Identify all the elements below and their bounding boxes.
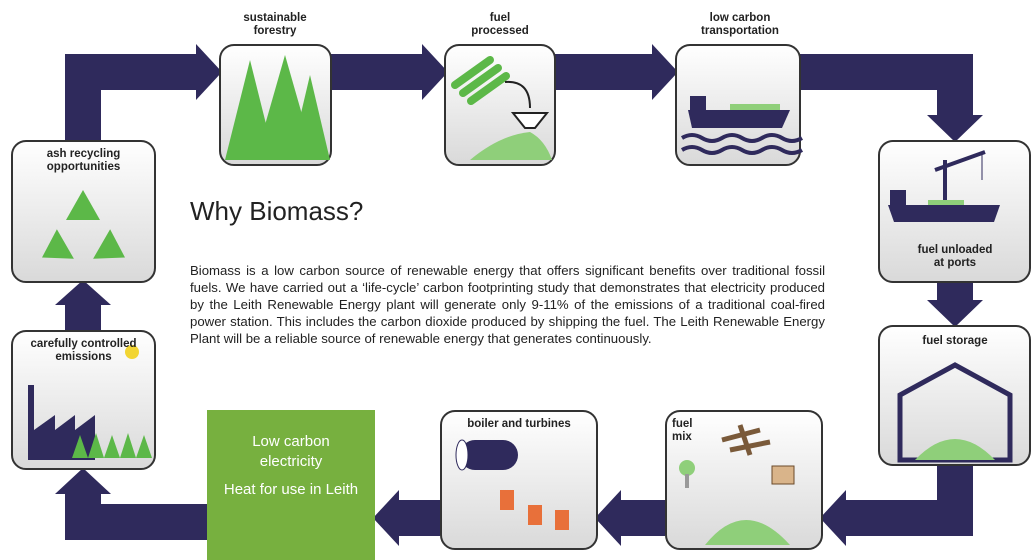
output-line: Low carbon electricity (221, 432, 361, 472)
label-line: transportation (680, 25, 800, 38)
diagram: sustainableforestry fuelprocessed low ca… (0, 0, 1034, 560)
label-line: ash recycling (12, 148, 155, 161)
label-line: fuel unloaded (880, 244, 1030, 257)
label-line: fuel (450, 12, 550, 25)
node-label: fuel storage (880, 335, 1030, 348)
label-line: mix (672, 431, 712, 444)
label-line: processed (450, 25, 550, 38)
label-line: forestry (225, 25, 325, 38)
label-line: fuel (672, 418, 712, 431)
title: Why Biomass? (190, 196, 363, 227)
output-line: Heat for use in Leith (221, 480, 361, 500)
label-line: sustainable (225, 12, 325, 25)
label-line: low carbon (680, 12, 800, 25)
node-label: boiler and turbines (441, 418, 597, 431)
label-line: at ports (880, 257, 1030, 270)
body-text: Biomass is a low carbon source of renewa… (190, 262, 825, 347)
output-box: Low carbon electricity Heat for use in Le… (207, 410, 375, 560)
label-line: boiler and turbines (441, 418, 597, 431)
label-line: emissions (12, 351, 155, 364)
label-line: opportunities (12, 161, 155, 174)
label-line: carefully controlled (12, 338, 155, 351)
label-line: fuel storage (880, 335, 1030, 348)
